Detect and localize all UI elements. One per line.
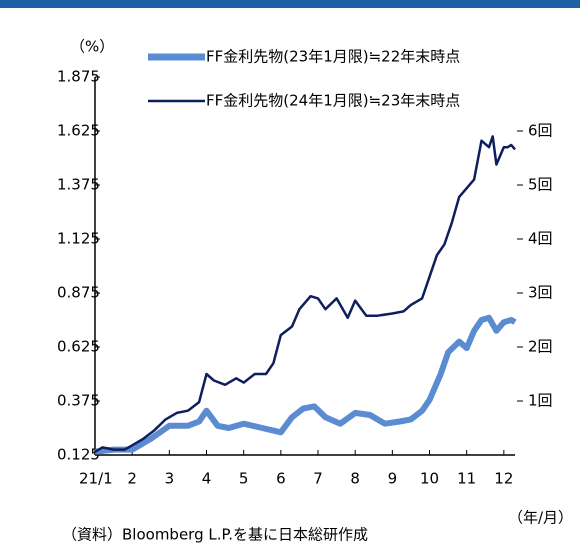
y-tick-label: 0.875 bbox=[57, 284, 100, 302]
y-tick-label: 1.875 bbox=[57, 68, 100, 86]
y2-tick-label: 3回 bbox=[528, 284, 553, 302]
x-tick-label: 8 bbox=[350, 470, 360, 488]
y-tick-label: 0.125 bbox=[57, 446, 100, 464]
x-tick-label: 7 bbox=[313, 470, 323, 488]
legend-label: FF金利先物(24年1月限)≒23年末時点 bbox=[206, 92, 460, 110]
header-bar bbox=[0, 0, 580, 8]
y2-tick-label: 6回 bbox=[528, 122, 553, 140]
source: （資料）Bloomberg L.P.を基に日本総研作成 bbox=[62, 526, 368, 544]
unit-label: （%） bbox=[70, 38, 114, 56]
y-tick-label: 1.625 bbox=[57, 122, 100, 140]
x-tick-label: 2 bbox=[127, 470, 137, 488]
x-tick-label: 3 bbox=[165, 470, 175, 488]
y-tick-label: 1.125 bbox=[57, 230, 100, 248]
y-tick-label: 1.375 bbox=[57, 176, 100, 194]
x-tick-label: 12 bbox=[494, 470, 513, 488]
x-tick-label: 4 bbox=[202, 470, 212, 488]
y2-tick-label: 4回 bbox=[528, 230, 553, 248]
y2-tick-label: 2回 bbox=[528, 338, 553, 356]
x-tick-label: 5 bbox=[239, 470, 249, 488]
x-tick-label: 10 bbox=[420, 470, 439, 488]
series-line bbox=[94, 314, 517, 455]
y2-tick-label: 1回 bbox=[528, 392, 553, 410]
y2-tick-label: 5回 bbox=[528, 176, 553, 194]
x-axis-label: （年/月） bbox=[508, 509, 573, 527]
x-tick-label: 21/1 bbox=[79, 470, 113, 488]
x-tick-label: 9 bbox=[388, 470, 398, 488]
x-tick-label: 6 bbox=[276, 470, 286, 488]
y-tick-label: 0.625 bbox=[57, 338, 100, 356]
x-tick-label: 11 bbox=[457, 470, 476, 488]
series-line bbox=[94, 135, 516, 453]
legend-label: FF金利先物(23年1月限)≒22年末時点 bbox=[206, 48, 460, 66]
y-tick-label: 0.375 bbox=[57, 392, 100, 410]
